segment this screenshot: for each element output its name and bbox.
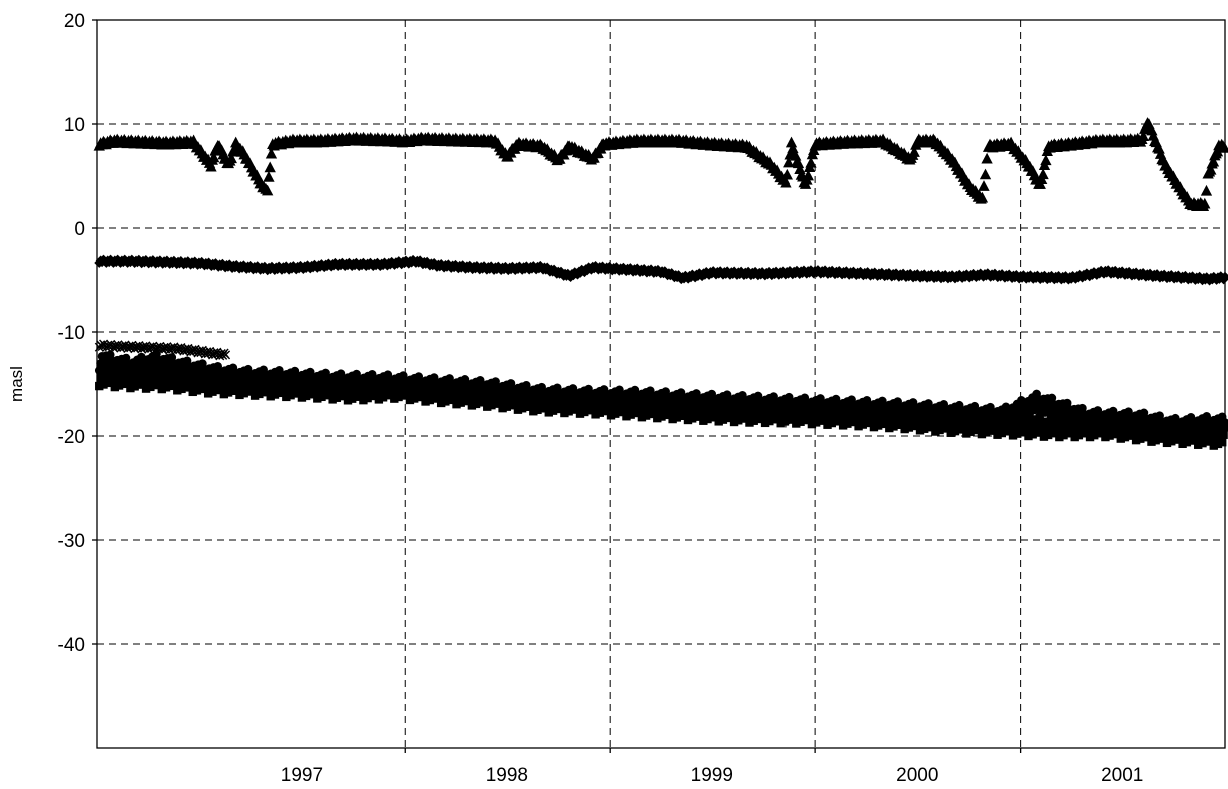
triangle-marker [1205, 163, 1217, 175]
y-tick-label: 10 [64, 115, 85, 136]
data-markers [93, 117, 1228, 450]
y-tick-label: -40 [58, 635, 85, 656]
y-tick-label: -20 [58, 427, 85, 448]
cross-marker [221, 350, 231, 360]
triangle-marker [1207, 155, 1220, 167]
cross-marker [123, 343, 133, 353]
grid-lines [97, 20, 1225, 748]
x-tick-label: 2001 [1101, 765, 1143, 786]
cross-marker [144, 344, 154, 354]
plus-marker [554, 400, 563, 409]
cross-marker [165, 345, 175, 355]
triangle-marker [780, 176, 792, 188]
triangle-marker [1040, 154, 1052, 166]
triangle-marker [805, 156, 817, 168]
plus-marker [1101, 420, 1110, 429]
cross-marker [116, 343, 126, 353]
y-axis-label: masl [7, 366, 26, 402]
triangle-marker [262, 184, 274, 196]
plot-frame [96, 19, 1226, 749]
plus-marker [781, 419, 790, 428]
x-tick-label: 1997 [281, 765, 323, 786]
x-tick-label: 1998 [486, 765, 528, 786]
triangle-marker [265, 147, 278, 159]
plus-marker [451, 390, 460, 399]
y-tick-label: 0 [74, 219, 85, 240]
triangle-marker [225, 152, 237, 164]
x-tick-label: 1999 [691, 765, 733, 786]
triangle-marker [208, 151, 220, 163]
cross-marker [130, 344, 140, 354]
triangle-marker [1199, 197, 1211, 209]
triangle-marker [1137, 130, 1149, 141]
triangle-marker [205, 160, 217, 172]
cross-marker [137, 344, 147, 354]
triangle-marker [1037, 168, 1049, 180]
triangle-marker [978, 180, 990, 191]
triangle-marker [264, 161, 276, 173]
triangle-marker [976, 191, 989, 203]
y-tick-label: -10 [58, 323, 85, 344]
y-tick-label: 20 [64, 11, 85, 32]
x-tick-label: 2000 [896, 765, 938, 786]
axes: -40 -30 -20 -10 0 10 20 1997 1998 1999 2000 2001 [58, 11, 1144, 786]
triangle-marker [1200, 184, 1213, 196]
triangle-marker [802, 169, 814, 181]
y-tick-label: -30 [58, 531, 85, 552]
square-marker [1219, 430, 1228, 439]
triangle-marker [908, 146, 920, 157]
triangle-marker [979, 168, 992, 180]
triangle-marker [781, 168, 793, 180]
plus-marker [332, 382, 341, 391]
triangle-marker [263, 171, 275, 182]
triangle-marker [783, 156, 795, 168]
triangle-marker [981, 152, 993, 164]
